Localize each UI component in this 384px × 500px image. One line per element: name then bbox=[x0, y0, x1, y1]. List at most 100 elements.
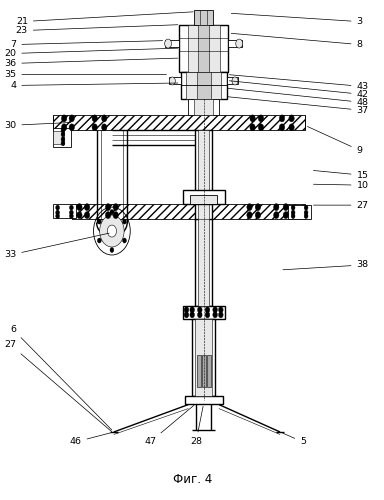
Bar bbox=[72, 204, 305, 219]
Text: 38: 38 bbox=[283, 260, 369, 270]
Circle shape bbox=[70, 210, 73, 215]
Circle shape bbox=[213, 307, 217, 313]
Bar bbox=[202, 354, 206, 387]
Circle shape bbox=[102, 115, 107, 122]
Bar bbox=[166, 40, 179, 47]
Circle shape bbox=[250, 115, 255, 122]
Bar bbox=[195, 130, 212, 220]
Circle shape bbox=[70, 205, 73, 210]
Circle shape bbox=[107, 225, 116, 237]
Circle shape bbox=[291, 210, 295, 215]
Bar bbox=[192, 319, 215, 396]
Bar bbox=[227, 78, 238, 84]
Circle shape bbox=[184, 312, 189, 318]
Bar bbox=[207, 354, 211, 387]
Bar bbox=[197, 72, 210, 100]
Bar bbox=[194, 10, 213, 24]
Circle shape bbox=[197, 312, 202, 318]
Circle shape bbox=[77, 204, 82, 210]
Text: 27: 27 bbox=[313, 200, 369, 209]
Circle shape bbox=[61, 124, 67, 131]
Bar bbox=[288, 205, 311, 219]
Circle shape bbox=[84, 212, 90, 218]
Text: 30: 30 bbox=[4, 121, 71, 130]
Circle shape bbox=[232, 77, 238, 85]
Text: 23: 23 bbox=[16, 24, 178, 35]
Text: 47: 47 bbox=[144, 406, 194, 446]
Circle shape bbox=[213, 312, 217, 318]
Text: 28: 28 bbox=[190, 406, 203, 447]
Circle shape bbox=[205, 312, 210, 318]
Circle shape bbox=[92, 115, 98, 122]
Circle shape bbox=[102, 124, 107, 131]
Text: 48: 48 bbox=[227, 88, 369, 107]
Text: 42: 42 bbox=[229, 81, 369, 99]
Circle shape bbox=[110, 210, 114, 214]
Circle shape bbox=[279, 124, 285, 131]
Bar bbox=[228, 40, 242, 47]
Circle shape bbox=[255, 212, 261, 218]
Bar bbox=[53, 204, 76, 218]
Bar bbox=[194, 100, 213, 116]
Bar bbox=[185, 396, 223, 404]
Circle shape bbox=[122, 238, 126, 243]
Circle shape bbox=[190, 312, 194, 318]
Text: 7: 7 bbox=[10, 40, 163, 49]
Text: 9: 9 bbox=[308, 126, 362, 155]
Circle shape bbox=[218, 307, 223, 313]
Bar bbox=[198, 130, 209, 220]
Circle shape bbox=[56, 214, 60, 218]
Circle shape bbox=[61, 132, 65, 137]
Bar bbox=[190, 195, 217, 204]
Circle shape bbox=[122, 219, 126, 224]
Circle shape bbox=[218, 312, 223, 318]
Bar bbox=[169, 78, 181, 84]
Circle shape bbox=[258, 124, 264, 131]
Circle shape bbox=[61, 115, 67, 122]
Circle shape bbox=[165, 39, 172, 48]
Circle shape bbox=[255, 204, 261, 210]
Text: 36: 36 bbox=[4, 58, 178, 68]
Circle shape bbox=[184, 307, 189, 313]
Text: 27: 27 bbox=[4, 340, 112, 432]
Circle shape bbox=[283, 204, 288, 210]
Circle shape bbox=[283, 212, 288, 218]
Circle shape bbox=[61, 137, 65, 142]
Circle shape bbox=[77, 212, 82, 218]
Circle shape bbox=[69, 124, 74, 131]
Bar bbox=[181, 72, 227, 100]
Text: Фиг. 4: Фиг. 4 bbox=[172, 473, 212, 486]
Circle shape bbox=[291, 214, 295, 218]
Circle shape bbox=[279, 115, 285, 122]
Circle shape bbox=[273, 204, 279, 210]
Circle shape bbox=[100, 215, 124, 247]
Circle shape bbox=[98, 238, 101, 243]
Text: 15: 15 bbox=[313, 170, 369, 179]
Circle shape bbox=[291, 205, 295, 210]
Circle shape bbox=[236, 39, 243, 48]
Circle shape bbox=[289, 124, 294, 131]
Circle shape bbox=[197, 307, 202, 313]
Circle shape bbox=[113, 204, 118, 210]
Circle shape bbox=[190, 307, 194, 313]
Bar bbox=[188, 24, 220, 72]
Bar bbox=[195, 319, 212, 396]
Bar bbox=[198, 24, 209, 72]
Bar bbox=[183, 306, 225, 319]
Text: 10: 10 bbox=[313, 180, 369, 190]
Circle shape bbox=[110, 248, 114, 252]
Circle shape bbox=[113, 212, 118, 218]
Circle shape bbox=[247, 212, 252, 218]
Bar bbox=[195, 219, 212, 306]
Circle shape bbox=[56, 210, 60, 215]
Circle shape bbox=[289, 115, 294, 122]
Text: 46: 46 bbox=[70, 432, 111, 446]
Circle shape bbox=[247, 204, 252, 210]
Text: 21: 21 bbox=[16, 12, 193, 26]
Bar bbox=[53, 116, 305, 130]
Circle shape bbox=[304, 205, 308, 210]
Text: 37: 37 bbox=[227, 96, 369, 115]
Circle shape bbox=[84, 204, 90, 210]
Circle shape bbox=[92, 124, 98, 131]
Text: 20: 20 bbox=[4, 48, 178, 58]
